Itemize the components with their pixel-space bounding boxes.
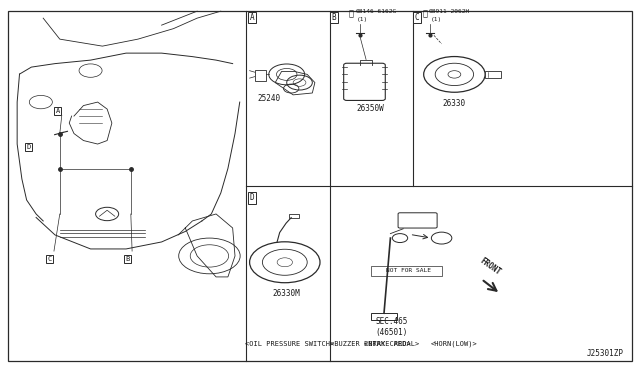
Bar [289, 214, 299, 218]
Bar [485, 71, 501, 78]
Text: NOT FOR SALE: NOT FOR SALE [386, 268, 431, 273]
Text: SEC.465: SEC.465 [376, 317, 408, 326]
Text: J25301ZP: J25301ZP [587, 349, 624, 358]
Text: <HORN(LOW)>: <HORN(LOW)> [431, 340, 478, 347]
Text: A: A [56, 108, 60, 114]
Text: <BRAKE PEDAL>: <BRAKE PEDAL> [364, 341, 419, 347]
FancyBboxPatch shape [398, 213, 437, 228]
Text: <BUZZER ENTRY CARD>: <BUZZER ENTRY CARD> [330, 341, 410, 347]
Text: (1): (1) [431, 17, 442, 22]
Text: B: B [332, 13, 336, 22]
Text: 08146-6162G: 08146-6162G [355, 9, 396, 14]
Text: (46501): (46501) [376, 328, 408, 337]
Text: 08911-2062H: 08911-2062H [429, 9, 470, 14]
Text: 26330M: 26330M [273, 289, 301, 298]
Text: B: B [125, 256, 130, 262]
Text: C: C [47, 256, 52, 262]
Text: A: A [250, 13, 254, 22]
Text: Ⓑ: Ⓑ [349, 9, 354, 18]
Bar [255, 70, 266, 81]
Text: 26350W: 26350W [356, 104, 384, 113]
Text: FRONT: FRONT [478, 257, 502, 277]
Text: (1): (1) [357, 17, 369, 22]
Text: D: D [27, 144, 31, 150]
Text: C: C [415, 13, 419, 22]
Text: <OIL PRESSURE SWITCH>: <OIL PRESSURE SWITCH> [244, 341, 334, 347]
Text: D: D [250, 193, 254, 202]
FancyBboxPatch shape [344, 63, 385, 100]
Text: 26330: 26330 [443, 99, 466, 108]
Bar [371, 266, 442, 276]
Bar [371, 313, 397, 320]
Text: Ⓝ: Ⓝ [422, 9, 428, 18]
Text: 25240: 25240 [258, 94, 281, 103]
